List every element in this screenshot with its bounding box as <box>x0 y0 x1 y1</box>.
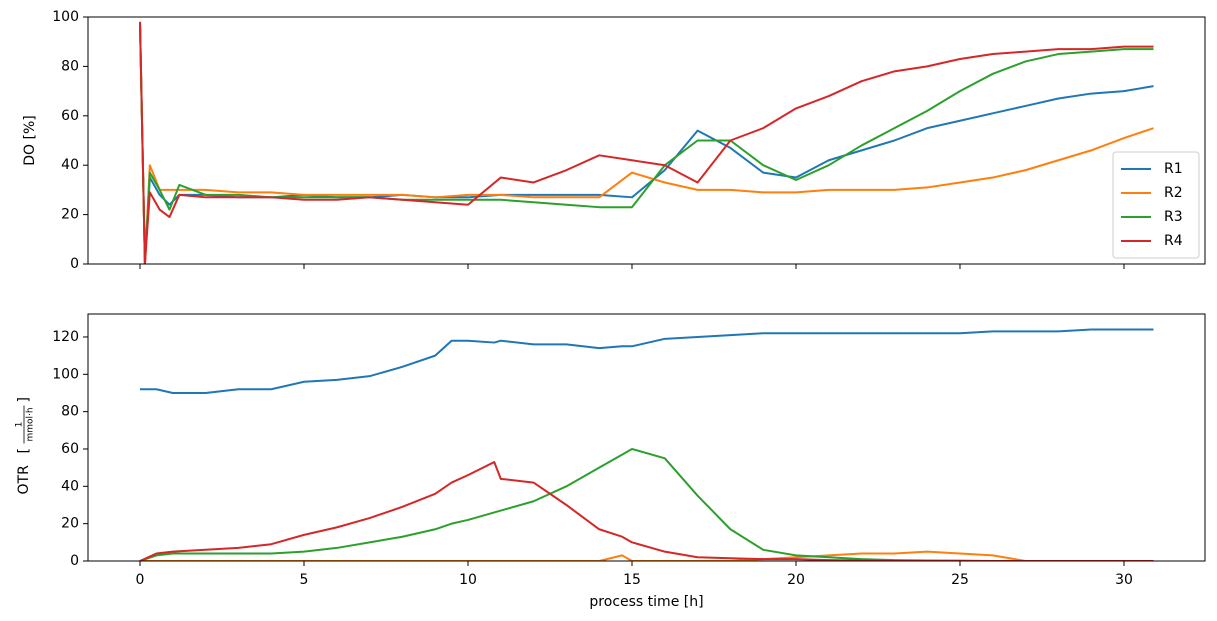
legend-label: R1 <box>1164 161 1183 177</box>
data-line <box>138 21 1154 264</box>
x-tick-label: 25 <box>951 572 969 588</box>
legend-label: R2 <box>1164 185 1183 201</box>
y-tick-label: 40 <box>61 478 79 494</box>
y-tick-label: 40 <box>61 157 79 173</box>
legend-label: R4 <box>1164 233 1183 249</box>
axes-frame <box>87 16 1206 265</box>
axes-frame <box>87 313 1206 562</box>
y-tick-label: 60 <box>61 441 79 457</box>
y-tick-label: 0 <box>70 553 79 569</box>
data-line <box>138 21 1154 264</box>
x-tick-label: 0 <box>136 572 145 588</box>
x-tick-label: 20 <box>787 572 805 588</box>
y-tick-label: 60 <box>61 108 79 124</box>
y-label-numerator: 1 <box>15 422 25 428</box>
data-line <box>139 550 1154 561</box>
y-label-denominator: mmol·h <box>26 407 36 441</box>
y-label-bracket: ] <box>16 397 32 402</box>
x-tick-label: 15 <box>623 572 641 588</box>
y-axis-label: OTR [1 mmol·h] <box>15 397 36 494</box>
data-line <box>138 21 1154 264</box>
y-tick-label: 120 <box>52 329 79 345</box>
x-axis-label: process time [h] <box>589 594 703 610</box>
data-line <box>139 447 1154 561</box>
data-line <box>139 461 1154 561</box>
y-tick-label: 20 <box>61 207 79 223</box>
y-tick-label: 80 <box>61 404 79 420</box>
x-tick-label: 30 <box>1115 572 1133 588</box>
data-line <box>139 328 1154 394</box>
y-label-text: OTR <box>16 465 32 495</box>
y-tick-label: 0 <box>70 256 79 272</box>
y-tick-label: 100 <box>52 366 79 382</box>
y-tick-label: 80 <box>61 58 79 74</box>
y-axis-label: DO [%] <box>22 115 38 165</box>
y-label-bracket: [ <box>16 448 32 453</box>
y-tick-label: 100 <box>52 9 79 25</box>
legend-label: R3 <box>1164 209 1183 225</box>
y-tick-label: 20 <box>61 516 79 532</box>
x-tick-label: 10 <box>459 572 477 588</box>
data-line <box>138 21 1154 264</box>
x-tick-label: 5 <box>300 572 309 588</box>
legend-box <box>1112 151 1200 259</box>
